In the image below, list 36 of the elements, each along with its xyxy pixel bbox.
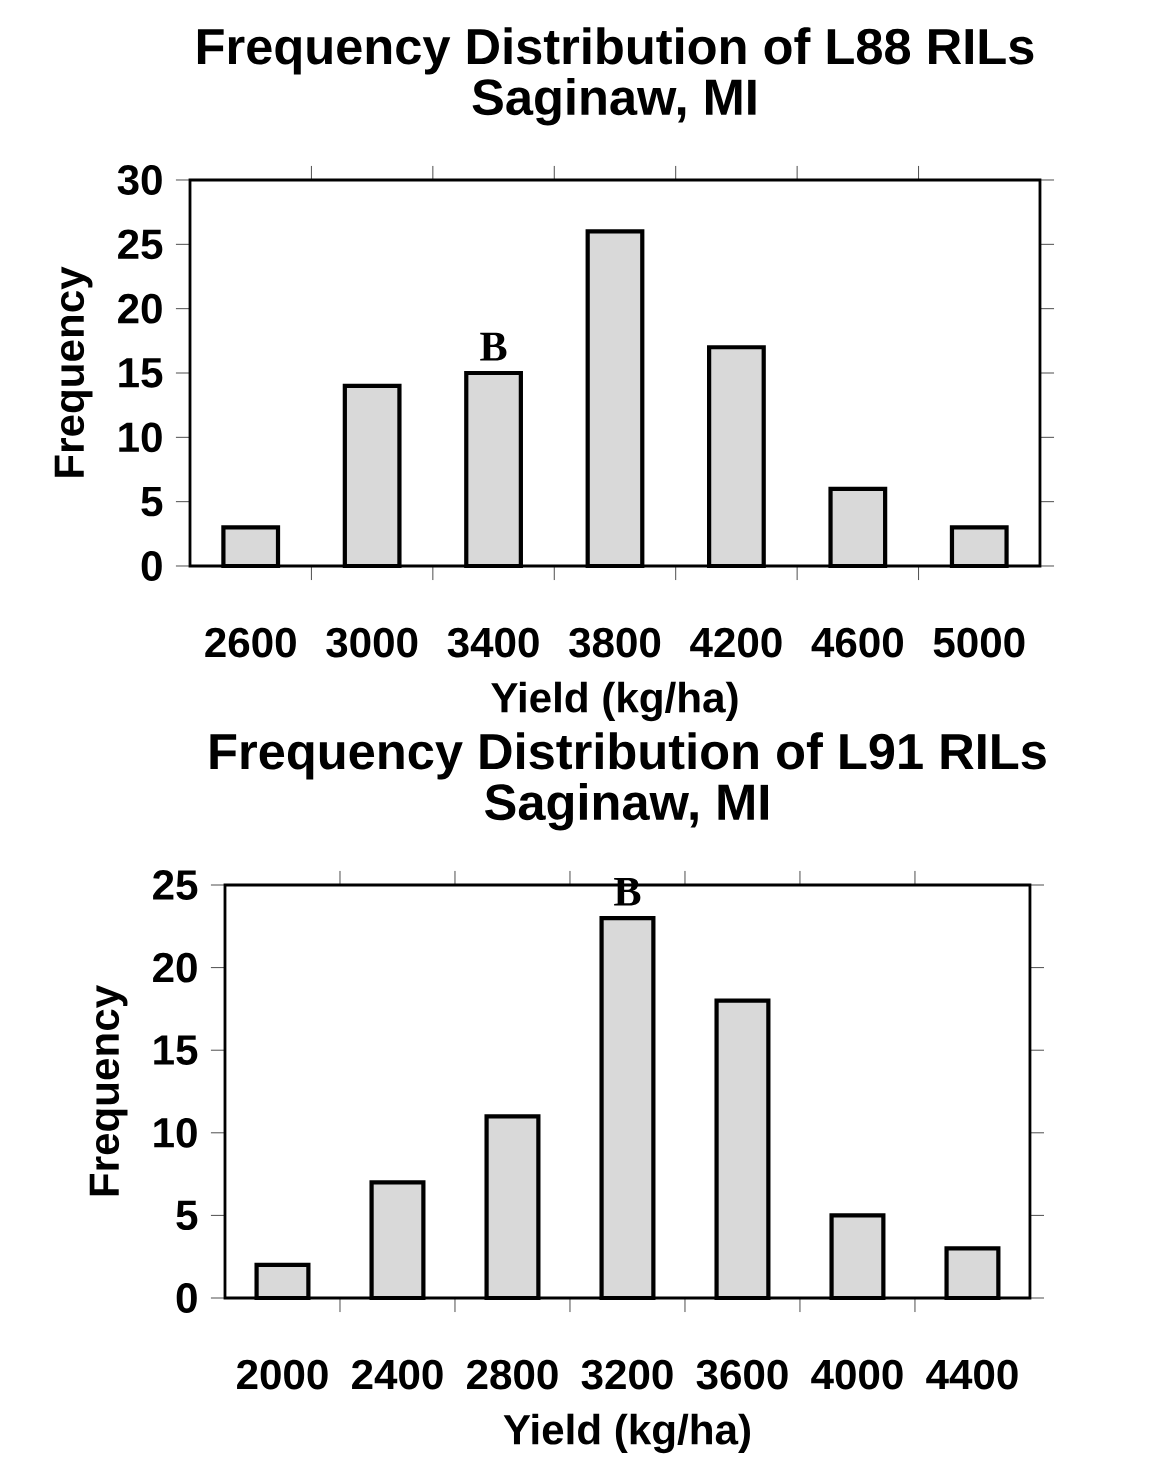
x-tick-label: 4400 [926,1359,1018,1390]
y-axis-title: Frequency [89,985,128,1196]
x-tick-label: 2000 [237,1359,328,1390]
y-tick-label: 25 [118,229,163,260]
x-tick-label: 3000 [326,627,418,658]
y-axis-title: Frequency [54,266,93,477]
y-tick-label: 30 [117,165,162,195]
x-tick-label: 3800 [569,627,661,658]
y-tick-label: 25 [153,870,198,900]
x-tick-label: 5000 [933,627,1025,658]
x-axis-title: Yield (kg/ha) [503,1413,750,1454]
y-tick-label: 10 [119,422,162,453]
chart-subtitle: Saginaw, MI [472,78,756,126]
chart-title: Frequency Distribution of L91 RILs [210,732,1046,780]
x-tick-label: 3200 [581,1359,673,1390]
y-tick-label: 20 [118,293,162,324]
x-tick-label: 3400 [447,627,539,658]
y-tick-label: 10 [154,1117,197,1148]
y-tick-label: 5 [141,486,163,517]
chart-subtitle: Saginaw, MI [485,783,768,831]
y-tick-label: 0 [141,551,162,581]
x-tick-label: 4000 [811,1359,903,1390]
y-tick-label: 15 [119,358,163,388]
x-tick-label: 2800 [467,1359,558,1390]
x-tick-label: 2400 [352,1359,443,1390]
x-axis-title: Yield (kg/ha) [491,681,738,722]
y-tick-label: 15 [154,1035,198,1065]
y-tick-label: 20 [153,952,197,983]
x-tick-label: 3600 [696,1359,788,1390]
x-tick-label: 2600 [205,627,296,658]
x-tick-label: 4200 [690,627,782,658]
y-tick-label: 0 [176,1283,197,1313]
x-tick-label: 4600 [811,627,903,658]
annotation: B [480,332,507,361]
y-tick-label: 5 [176,1200,198,1231]
chart-title: Frequency Distribution of L88 RILs [197,27,1034,75]
